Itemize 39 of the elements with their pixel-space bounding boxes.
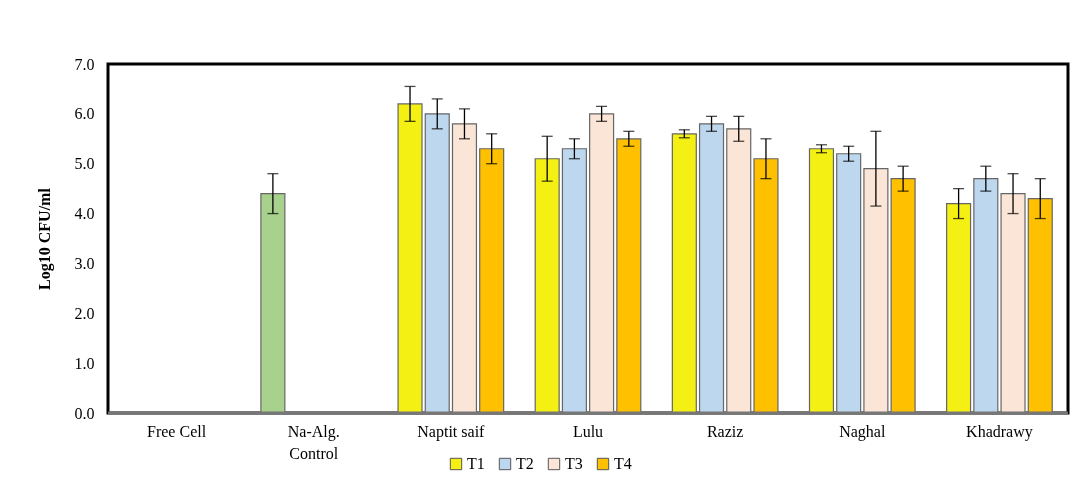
y-tick-label: 3.0 xyxy=(74,254,95,272)
bar xyxy=(451,123,478,414)
x-tick-label: Khadrawy xyxy=(966,422,1033,441)
x-tick-label: Raziz xyxy=(706,422,744,440)
y-tick-label: 6.0 xyxy=(74,105,95,123)
bar xyxy=(671,133,697,414)
bar xyxy=(753,158,779,414)
legend-label: T2 xyxy=(516,455,534,472)
x-tick-label: Na-Alg. Control xyxy=(287,422,340,462)
legend-label: T3 xyxy=(565,455,583,472)
y-tick-label: 5.0 xyxy=(74,155,95,173)
bar xyxy=(973,178,999,414)
y-tick-label: 4.0 xyxy=(74,205,95,223)
y-tick-label: 7.0 xyxy=(74,55,95,73)
y-axis-title: Log10 CFU/ml xyxy=(35,187,54,290)
bar xyxy=(589,113,615,414)
bar xyxy=(397,103,423,414)
y-tick-label: 2.0 xyxy=(74,304,95,322)
x-tick-label: Naghal xyxy=(839,422,886,441)
y-tick-label: 1.0 xyxy=(74,354,95,372)
bar xyxy=(534,158,560,414)
y-tick-label: 0.0 xyxy=(74,404,95,422)
bar xyxy=(1000,193,1026,414)
bar xyxy=(808,148,835,414)
bar xyxy=(726,128,752,414)
x-tick-label: Lulu xyxy=(572,422,604,440)
bar xyxy=(561,148,587,414)
bar xyxy=(836,153,862,414)
legend-label: T4 xyxy=(614,455,632,472)
bar xyxy=(946,203,972,414)
bar xyxy=(616,138,642,414)
bar xyxy=(479,148,505,414)
bar xyxy=(698,123,725,414)
x-tick-label: Naptit saif xyxy=(417,422,486,441)
x-tick-label: Free Cell xyxy=(147,422,207,440)
bar xyxy=(1027,198,1053,414)
bar xyxy=(260,193,286,414)
bar xyxy=(424,113,450,414)
legend-label: T1 xyxy=(467,455,485,472)
